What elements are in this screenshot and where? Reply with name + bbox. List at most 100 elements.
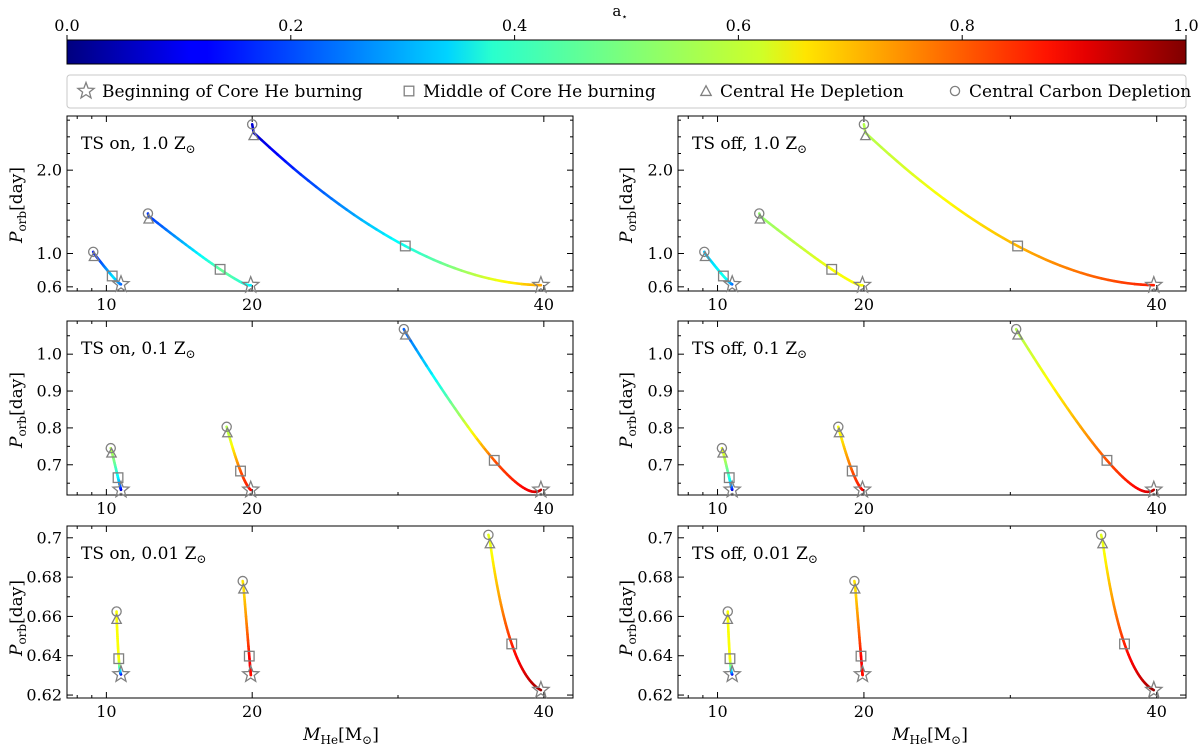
circle-marker — [246, 119, 258, 130]
xlabel-right: MHe[M⊙] — [891, 725, 968, 747]
track-segment — [895, 159, 907, 170]
evolution-track — [716, 442, 743, 499]
ylabel-row-2: Porb[day] — [7, 372, 29, 449]
y-tick-label: 0.62 — [637, 686, 673, 705]
evolution-track — [833, 421, 873, 499]
circle-marker — [722, 606, 734, 617]
circle-marker — [105, 442, 116, 454]
evolution-track — [105, 442, 131, 499]
axes-frame — [677, 320, 1187, 496]
x-tick-label: 40 — [1147, 499, 1167, 518]
colorbar-ticks: 0.0 0.2 0.4 0.6 0.8 1.0 — [54, 16, 1199, 40]
track-segment — [964, 213, 975, 222]
evolution-track — [142, 208, 261, 294]
star-marker — [531, 479, 551, 499]
star-marker — [240, 479, 261, 499]
track-segment — [299, 173, 310, 183]
circle-marker — [111, 606, 122, 617]
y-tick-label: 0.68 — [637, 568, 673, 587]
track-segment — [276, 153, 287, 163]
track-segment — [919, 179, 930, 189]
triangle-marker — [221, 426, 234, 438]
panel-2-left: 10 20 40 0.7 0.8 0.9 1.0 TS on, 0.1 Z⊙ — [37, 320, 574, 518]
track-segment — [1027, 348, 1036, 359]
panel-3-right: 10 20 40 0.62 0.64 0.66 0.68 0.7 TS off, 0.01 Z⊙ — [637, 525, 1187, 721]
square-marker — [399, 240, 411, 252]
colorbar-tick-label: 0.8 — [949, 16, 974, 35]
star-marker — [722, 479, 743, 499]
x-tick-label: 40 — [1147, 295, 1167, 314]
track-segment — [872, 138, 883, 149]
evolution-track — [1010, 323, 1164, 499]
circle-marker — [858, 119, 870, 130]
triangle-marker — [237, 582, 250, 594]
track-segment — [949, 202, 960, 211]
panel-3-left: 10 20 40 0.62 0.64 0.66 0.68 0.7 TS on, 0.01 Z⊙ — [26, 525, 574, 721]
x-tick-label: 20 — [242, 295, 262, 314]
legend-entry-square: Middle of Core He burning — [403, 82, 656, 102]
evolution-track — [858, 119, 1164, 294]
square-marker — [403, 85, 415, 97]
track-segment — [1001, 236, 1012, 244]
circle-marker — [1095, 529, 1107, 541]
panel-title: TS off, 1.0 Z⊙ — [692, 134, 807, 156]
circle-marker — [699, 246, 710, 258]
y-tick-label: 2.0 — [648, 161, 673, 180]
y-tick-label: 1.0 — [648, 244, 673, 263]
y-tick-label: 0.8 — [648, 418, 673, 437]
star-marker — [852, 479, 873, 499]
y-tick-label: 0.7 — [37, 528, 62, 547]
star-marker — [722, 273, 743, 293]
x-tick-label: 10 — [707, 295, 727, 314]
legend-triangle-marker — [699, 84, 713, 97]
panels: 10 20 40 0.6 1.0 2.0 TS on, 1.0 Z⊙ 10 20 40 0.6 1.0… — [26, 115, 1187, 721]
legend: Beginning of Core He burning Middle of C… — [66, 74, 1191, 109]
evolution-track — [483, 529, 551, 699]
track-segment — [360, 218, 371, 226]
y-tick-label: 0.68 — [26, 568, 62, 587]
x-tick-label: 10 — [96, 499, 116, 518]
triangle-marker — [1096, 537, 1109, 549]
square-marker — [717, 270, 729, 282]
track-segment — [1023, 248, 1034, 255]
legend-frame — [66, 74, 1187, 109]
track-segment — [418, 251, 428, 258]
y-tick-label: 1.0 — [37, 244, 62, 263]
colorbar-gradient — [66, 39, 1187, 65]
y-tick-label: 0.64 — [26, 646, 62, 665]
x-tick-label: 10 — [707, 702, 727, 721]
ylabel-row-1-right: Porb[day] — [617, 167, 639, 244]
triangle-marker — [754, 212, 766, 224]
colorbar-tick-label: 1.0 — [1173, 16, 1198, 35]
x-tick-label: 10 — [96, 702, 116, 721]
evolution-track — [722, 606, 743, 683]
track-segment — [367, 223, 378, 231]
ylabel-text: Porb[day] — [7, 372, 29, 449]
track-segment — [414, 348, 423, 359]
panel-title: TS on, 0.1 Z⊙ — [81, 339, 196, 361]
y-tick-label: 0.6 — [37, 277, 62, 296]
track-segment — [345, 208, 356, 217]
triangle-marker — [859, 129, 872, 141]
triangle-marker — [142, 212, 155, 224]
circle-marker — [949, 85, 961, 97]
track-segment — [435, 379, 443, 390]
track-segment — [283, 159, 295, 170]
square-marker — [855, 650, 867, 662]
triangle-marker — [833, 426, 845, 438]
track-segment — [957, 208, 968, 217]
square-marker — [506, 638, 518, 650]
x-tick-label: 40 — [534, 499, 554, 518]
colorbar-tick-label: 0.4 — [502, 16, 527, 35]
track-segment — [934, 191, 945, 200]
x-tick-label: 20 — [242, 499, 262, 518]
star-marker — [852, 664, 873, 683]
star-marker — [240, 664, 261, 683]
track-segment — [337, 202, 348, 211]
track-segment — [352, 213, 363, 222]
y-tick-label: 0.64 — [637, 646, 673, 665]
track-segment — [903, 166, 915, 176]
circle-marker — [754, 208, 765, 219]
square-marker — [113, 653, 125, 665]
track-segment — [1047, 379, 1056, 390]
